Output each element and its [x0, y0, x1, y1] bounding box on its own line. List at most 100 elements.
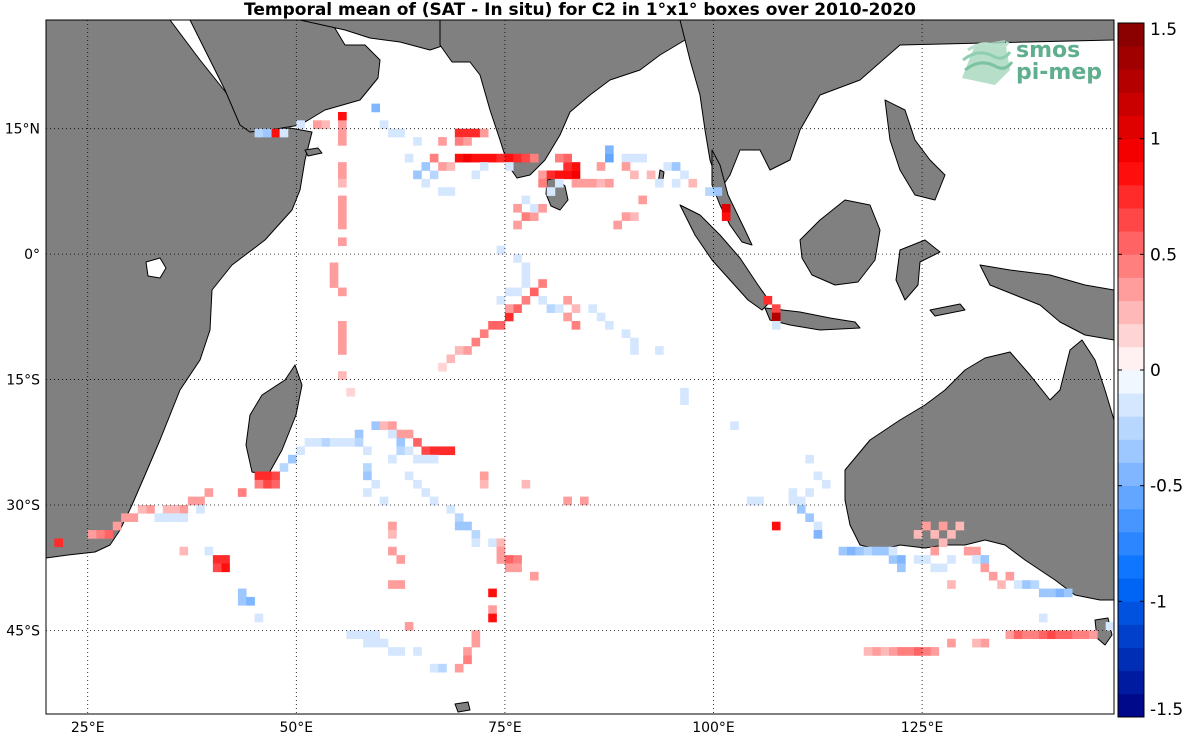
- data-cell: [96, 530, 105, 539]
- data-cell: [805, 513, 814, 522]
- data-cell: [338, 287, 347, 297]
- colorbar-segment: [1118, 254, 1144, 278]
- data-cell: [504, 555, 514, 564]
- data-cell: [922, 647, 931, 656]
- data-cell: [421, 178, 431, 188]
- data-cell: [872, 647, 881, 656]
- colorbar-segment: [1118, 161, 1144, 186]
- data-cell: [471, 153, 481, 163]
- data-cell: [888, 546, 898, 556]
- data-cell: [363, 471, 372, 481]
- land-timor: [929, 303, 966, 317]
- data-cell: [613, 220, 623, 230]
- data-cell: [496, 538, 506, 548]
- data-cell: [438, 187, 447, 196]
- data-cell: [446, 504, 456, 514]
- data-cell: [513, 304, 522, 313]
- data-cell: [54, 538, 63, 548]
- land-socotra: [304, 147, 323, 157]
- data-cell: [304, 438, 314, 447]
- data-cell: [1080, 630, 1090, 640]
- colorbar-segment: [1118, 138, 1144, 163]
- data-cell: [730, 421, 739, 431]
- data-cell: [321, 438, 330, 447]
- data-cell: [755, 496, 764, 506]
- data-cell: [922, 555, 931, 564]
- colorbar-segment: [1118, 92, 1144, 116]
- data-cell: [630, 346, 639, 355]
- data-cell: [196, 504, 205, 514]
- data-cell: [413, 647, 422, 656]
- data-cell: [296, 446, 305, 456]
- data-cell: [463, 346, 472, 355]
- data-cell: [388, 546, 397, 556]
- data-cell: [429, 663, 439, 673]
- data-cell: [630, 153, 639, 163]
- data-cell: [446, 162, 456, 171]
- data-cell: [897, 647, 906, 656]
- data-cell: [546, 187, 556, 196]
- data-cell: [988, 571, 998, 581]
- data-cell: [521, 279, 531, 288]
- data-cell: [388, 128, 397, 138]
- data-cell: [363, 463, 372, 472]
- data-cell: [763, 295, 773, 305]
- data-cell: [421, 162, 431, 171]
- data-cell: [404, 429, 414, 439]
- data-cell: [588, 178, 597, 188]
- data-cell: [580, 496, 589, 506]
- data-cell: [1013, 580, 1023, 589]
- data-cell: [513, 563, 522, 573]
- data-cell: [563, 312, 572, 322]
- plot-frame: [45, 19, 1115, 715]
- colorbar-tick-label: 1: [1150, 130, 1161, 150]
- data-cell: [796, 504, 806, 514]
- data-cell: [630, 337, 639, 347]
- data-cell: [471, 638, 481, 648]
- data-cell: [913, 555, 923, 564]
- data-cell: [888, 647, 898, 656]
- data-cell: [388, 580, 397, 589]
- data-cell: [396, 429, 406, 439]
- data-cell: [454, 513, 464, 522]
- colorbar-segment: [1118, 69, 1144, 93]
- data-cell: [279, 463, 289, 472]
- data-cell: [296, 120, 305, 129]
- data-cell: [488, 538, 497, 548]
- data-cell: [621, 212, 631, 221]
- data-cell: [771, 304, 781, 313]
- data-cell: [404, 446, 414, 456]
- data-cell: [329, 262, 339, 272]
- data-cell: [554, 178, 564, 188]
- data-cell: [1063, 630, 1073, 640]
- data-cell: [488, 321, 497, 330]
- data-cell: [630, 212, 639, 221]
- data-cell: [454, 137, 464, 146]
- colorbar-segment: [1118, 393, 1144, 417]
- data-cell: [413, 454, 422, 464]
- data-cell: [129, 513, 139, 522]
- data-cell: [404, 471, 414, 481]
- data-cell: [521, 262, 531, 272]
- data-cell: [538, 295, 547, 305]
- data-cell: [546, 170, 556, 180]
- data-cell: [938, 521, 948, 531]
- data-cell: [463, 647, 472, 656]
- data-cell: [179, 504, 189, 514]
- data-cell: [488, 605, 497, 614]
- data-cell: [663, 162, 673, 171]
- data-cell: [980, 638, 990, 648]
- data-cell: [930, 563, 940, 573]
- data-cell: [204, 546, 214, 556]
- data-cell: [571, 178, 581, 188]
- data-cell: [479, 162, 489, 171]
- lat-tick-label: 15°N: [5, 122, 40, 138]
- data-cell: [513, 254, 522, 263]
- land-madagascar: [245, 364, 303, 476]
- data-cell: [271, 471, 280, 481]
- colorbar-segment: [1118, 277, 1144, 301]
- data-cell: [454, 128, 464, 138]
- data-cell: [471, 337, 481, 347]
- data-cell: [496, 555, 506, 564]
- data-cell: [421, 446, 431, 456]
